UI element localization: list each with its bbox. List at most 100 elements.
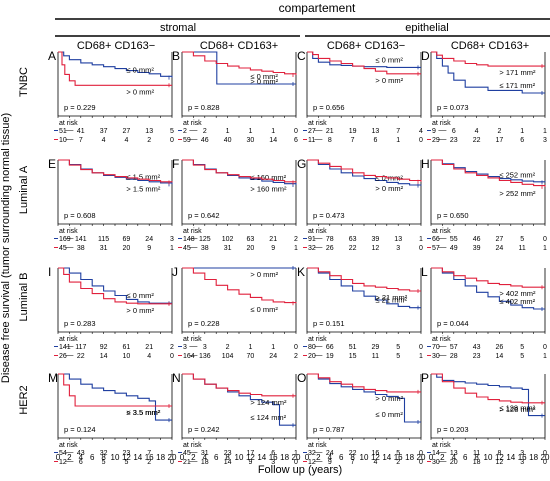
panel-n-risk-1-4: 17	[247, 450, 255, 457]
panel-p-series-1-label: ≤ 128 mm²	[499, 404, 535, 413]
panel-g-risk-1-5: 13	[394, 236, 402, 243]
panel-c-risk-1-5: 7	[396, 128, 400, 135]
panel-f-risk-2-6: 1	[294, 245, 298, 252]
panel-h-risk-2-4: 24	[496, 245, 504, 252]
panel-n-risk-1-6: 1	[294, 450, 298, 457]
panel-g-risk-1-3: 63	[349, 236, 357, 243]
panel-b-pvalue: p = 0.828	[188, 103, 220, 112]
panel-a-risk-1-5: 13	[145, 128, 153, 135]
panel-l-risk-2-6: 1	[543, 353, 547, 360]
panel-p-risk-1-2: 13	[450, 450, 458, 457]
panel-n-series-1-label: ≤ 124 mm²	[250, 413, 286, 422]
panel-o-risk-2-5: 2	[396, 459, 400, 466]
panel-f-risk-2-5: 9	[271, 245, 275, 252]
panel-p-series-2	[431, 373, 545, 404]
xaxis-col2-label-14: 14	[257, 453, 266, 462]
panel-l-series-2	[431, 267, 545, 288]
panel-p-risk-2-1: 30	[432, 459, 440, 466]
panel-f-risk-2-1: 45	[183, 245, 191, 252]
panel-b-series-1	[182, 51, 296, 85]
panel-d-risk-1-4: 2	[497, 128, 501, 135]
panel-m-risk-1-2: 43	[77, 450, 85, 457]
panel-j-series-2-label: ≤ 0 mm²	[250, 305, 278, 314]
panel-l-risk-1-1: 70	[432, 344, 440, 351]
xaxis-col2-label-18: 18	[280, 453, 289, 462]
panel-m-series-1-label: ≤ 3.5 mm²	[126, 408, 160, 417]
panel-b-series-1-label: ≤ 0 mm²	[250, 72, 278, 81]
panel-a-letter: A	[48, 49, 56, 63]
xaxis-col3-label-10: 10	[360, 453, 369, 462]
panel-j-risk-1-3: 2	[226, 344, 230, 351]
panel-k-risk-1-3: 51	[349, 344, 357, 351]
panel-l-risk-1-6: 0	[543, 344, 547, 351]
xaxis-col1-label-16: 16	[145, 453, 154, 462]
xaxis-col1-label-0: 0	[56, 453, 61, 462]
panel-b-risk-1-4: 1	[248, 128, 252, 135]
panel-d-series-1-label: ≤ 171 mm²	[499, 81, 535, 90]
panel-d-risk-2-5: 6	[520, 137, 524, 144]
panel-d-risk-1-2: 6	[452, 128, 456, 135]
panel-d-risk-2-6: 3	[543, 137, 547, 144]
panel-b-risk-2-2: 46	[201, 137, 209, 144]
header-compartement: compartement	[279, 1, 356, 15]
xaxis-col4-label-10: 10	[484, 453, 493, 462]
panel-i-risk-1-5: 21	[145, 344, 153, 351]
panel-l-pvalue: p = 0.044	[437, 319, 469, 328]
panel-i-risk-1-6: 2	[170, 344, 174, 351]
panel-a-risk-2-5: 2	[147, 137, 151, 144]
panel-c-risk-1-3: 19	[349, 128, 357, 135]
xaxis-col2-label-4: 4	[203, 453, 208, 462]
panel-o-series-2-label: > 0 mm²	[375, 394, 403, 403]
panel-e-series-2	[58, 159, 173, 183]
panel-i-risk-2-3: 14	[100, 353, 108, 360]
panel-c-risk-2-1: 11	[308, 137, 315, 144]
panel-a-series-1	[58, 51, 173, 78]
xaxis-col3-label-14: 14	[382, 453, 391, 462]
panel-l-series-2-label: > 402 mm²	[499, 289, 536, 298]
panel-c-series-2	[307, 51, 421, 75]
panel-k-risk-2-6: 1	[419, 353, 423, 360]
panel-i-letter: I	[48, 265, 51, 279]
panel-c-risk-2-6: 0	[419, 137, 423, 144]
panel-h-risk-2-2: 49	[450, 245, 458, 252]
xaxis-col1-label-12: 12	[122, 453, 131, 462]
panel-n-risk-2-3: 14	[224, 459, 232, 466]
panel-i-series-2-label: > 0 mm²	[126, 306, 154, 315]
panel-e-series-1-label: ≤ 1.5 mm²	[126, 172, 160, 181]
xaxis-col3-label-20: 20	[417, 453, 426, 462]
panel-l-risk-2-5: 5	[520, 353, 524, 360]
panel-i-series-2	[58, 267, 172, 305]
panel-o-risk-1-5: 5	[396, 450, 400, 457]
panel-g-risk-2-5: 3	[396, 245, 400, 252]
panel-a-risk-2-6: 0	[170, 137, 174, 144]
panel-o-risk-1-3: 22	[349, 450, 357, 457]
xaxis-col4-label-4: 4	[452, 453, 457, 462]
panel-m-letter: M	[48, 371, 58, 385]
panel-e-risk-2-5: 9	[147, 245, 151, 252]
panel-h-risk-1-6: 0	[543, 236, 547, 243]
panel-n-series-2	[182, 373, 296, 397]
panel-c-risk-2-2: 8	[328, 137, 332, 144]
xaxis-col3-label-18: 18	[405, 453, 414, 462]
panel-b-risk-2-5: 14	[269, 137, 277, 144]
panel-i-risk-2-1: 26	[59, 353, 67, 360]
panel-n-risk-1-1: 45	[183, 450, 191, 457]
panel-m-series-1	[58, 373, 172, 421]
panel-c-risk-1-2: 21	[326, 128, 334, 135]
panel-e-series-2-label: > 1.5 mm²	[126, 184, 160, 193]
panel-m-risk-2-3: 5	[102, 459, 106, 466]
xaxis-col4-label-12: 12	[495, 453, 504, 462]
panel-e-risk-2-2: 38	[77, 245, 85, 252]
panel-l-letter: L	[421, 265, 428, 279]
panel-g-risk-1-2: 78	[326, 236, 334, 243]
panel-e-risk-1-6: 3	[170, 236, 174, 243]
row-label-luminal-b: Luminal B	[18, 273, 30, 322]
panel-n-risk-2-4: 9	[248, 459, 252, 466]
panel-m-risk-1-3: 32	[100, 450, 108, 457]
panel-o-letter: O	[297, 371, 306, 385]
panel-l-risk-1-4: 26	[496, 344, 504, 351]
panel-a-risk-2-4: 4	[124, 137, 128, 144]
panel-j-risk-2-2: 136	[199, 353, 211, 360]
panel-n-risk-1-2: 31	[201, 450, 209, 457]
panel-a-pvalue: p = 0.229	[64, 103, 96, 112]
